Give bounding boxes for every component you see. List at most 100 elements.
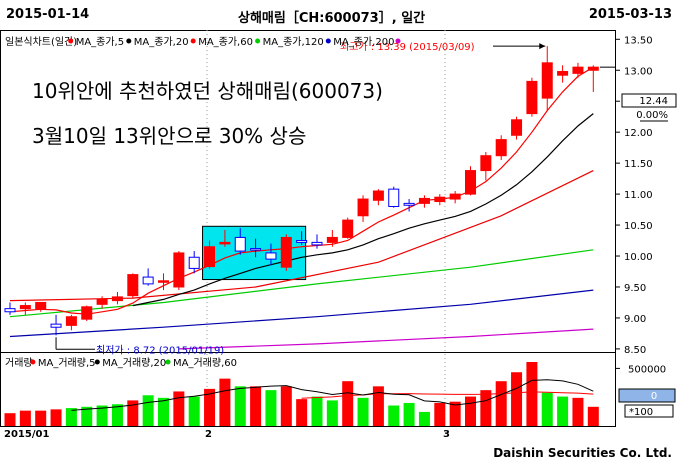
footer-credit: Daishin Securities Co. Ltd. xyxy=(493,446,672,460)
candle-body xyxy=(234,236,246,252)
candle xyxy=(342,217,354,239)
volume-bar xyxy=(35,410,47,426)
candle-body xyxy=(480,155,492,172)
candle xyxy=(311,234,323,249)
candle xyxy=(526,77,538,117)
x-axis-label: 2 xyxy=(205,429,212,440)
volume-zero-label: 0 xyxy=(651,391,657,402)
candle-body xyxy=(142,276,154,285)
volume-bar xyxy=(465,396,476,426)
candle-body xyxy=(204,246,216,268)
candle-body xyxy=(19,305,31,310)
candle-body xyxy=(449,193,461,200)
y-tick-label: 10.00 xyxy=(624,252,653,263)
y-tick-label: 9.50 xyxy=(624,283,646,294)
legend-marker xyxy=(255,38,261,44)
volume-bar xyxy=(250,386,262,426)
candle xyxy=(280,234,292,271)
candle-body xyxy=(250,248,262,251)
candle-body xyxy=(511,119,523,136)
candle xyxy=(326,230,338,247)
low-price-label: 최저가 : 8.72 (2015/01/19) xyxy=(96,344,224,356)
volume-bar xyxy=(526,362,538,426)
candle-body xyxy=(342,219,354,238)
candle-body xyxy=(357,198,369,217)
candle xyxy=(557,65,569,83)
candle-body xyxy=(265,252,277,260)
volume-tick-label: 500000 xyxy=(628,364,666,375)
volume-legend-item: MA_거래량,5 xyxy=(38,357,96,369)
candle-body xyxy=(81,306,93,320)
candle xyxy=(250,238,262,258)
candle-body xyxy=(173,252,185,288)
volume-bar xyxy=(296,399,308,426)
volume-bar xyxy=(326,400,338,426)
candle xyxy=(480,151,492,181)
legend-marker xyxy=(395,38,401,44)
candle xyxy=(111,291,123,305)
candle xyxy=(19,302,31,315)
candle xyxy=(449,191,461,204)
candle xyxy=(418,195,430,208)
volume-bar xyxy=(234,386,246,426)
candle-body xyxy=(296,240,308,243)
end-date: 2015-03-13 xyxy=(588,7,672,22)
volume-bar xyxy=(81,406,93,426)
candle xyxy=(572,62,584,78)
candle-body xyxy=(65,316,77,326)
candle-body xyxy=(311,241,323,246)
volume-bar xyxy=(311,396,323,426)
candle xyxy=(587,65,599,92)
candle xyxy=(4,302,16,315)
candle-body xyxy=(158,280,169,283)
volume-bar xyxy=(173,391,185,426)
volume-bar xyxy=(280,386,292,426)
volume-bar xyxy=(142,395,154,426)
volume-bar xyxy=(219,378,231,426)
candle xyxy=(81,305,93,322)
volume-bar xyxy=(541,392,553,426)
price-legend-item: MA_종가,120 xyxy=(263,36,324,48)
high-arrow xyxy=(539,43,546,50)
volume-bar xyxy=(403,402,415,426)
candle-body xyxy=(557,70,569,76)
price-legend-item: MA_종가,5 xyxy=(76,36,124,48)
volume-bar xyxy=(418,411,430,426)
x-axis-label: 3 xyxy=(443,429,450,440)
candle-body xyxy=(465,170,476,195)
subline-text: 3월10일 13위안으로 30% 상승 xyxy=(32,124,306,148)
candle xyxy=(434,194,446,206)
candle-body xyxy=(526,80,538,115)
candle xyxy=(173,251,185,291)
volume-bar xyxy=(158,397,169,426)
volume-ma-20-line xyxy=(301,391,594,399)
candle-body xyxy=(587,66,599,71)
y-tick-label: 10.50 xyxy=(624,221,653,232)
candle xyxy=(204,240,216,269)
start-date: 2015-01-14 xyxy=(6,7,90,22)
volume-bar xyxy=(480,390,492,426)
candle xyxy=(35,301,47,312)
candle-body xyxy=(188,256,200,269)
candle xyxy=(372,189,384,206)
candle xyxy=(142,268,154,286)
y-tick-label: 13.50 xyxy=(624,35,653,46)
volume-bar xyxy=(587,406,599,426)
volume-bar xyxy=(188,396,200,426)
candle-body xyxy=(127,274,139,297)
volume-bar xyxy=(572,397,584,426)
volume-legend-item: 거래량 xyxy=(5,357,33,369)
volume-bar xyxy=(204,388,216,426)
candle xyxy=(511,116,523,140)
candle-body xyxy=(280,236,292,268)
current-change: 0.00% xyxy=(636,110,668,121)
volume-ma-5-line xyxy=(71,379,594,411)
volume-bar xyxy=(388,405,400,426)
candle-body xyxy=(403,202,415,206)
ma-200-line xyxy=(9,289,594,338)
candle-body xyxy=(495,139,507,157)
chart-title: 상해매림［CH:600073］, 일간 xyxy=(238,11,426,26)
candle-body xyxy=(541,62,553,99)
volume-bar xyxy=(127,400,139,426)
